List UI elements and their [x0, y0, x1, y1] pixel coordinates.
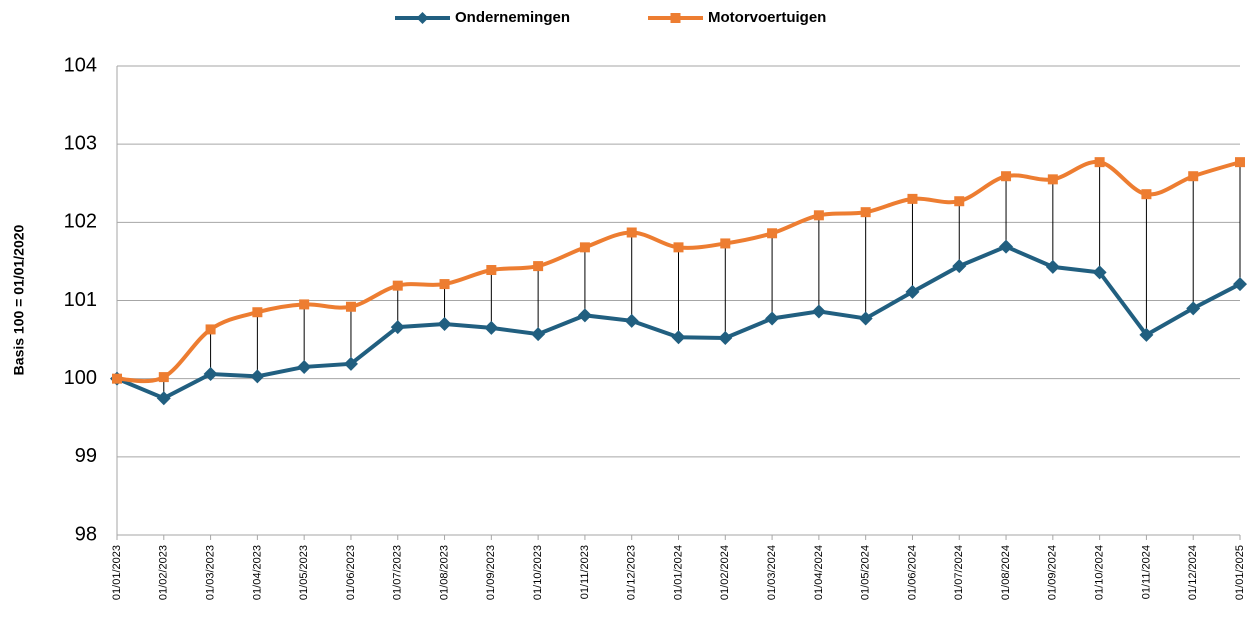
marker	[1186, 301, 1201, 316]
x-tick-label: 01/12/2023	[626, 545, 638, 600]
y-axis-label: Basis 100 = 01/01/2020	[11, 224, 27, 375]
marker	[858, 311, 873, 326]
x-tick-label: 01/10/2024	[1094, 545, 1106, 600]
marker	[484, 320, 499, 335]
x-tick-label: 01/01/2024	[672, 545, 684, 600]
marker	[767, 228, 778, 239]
marker	[907, 193, 918, 204]
marker	[486, 265, 497, 276]
marker	[671, 330, 686, 345]
marker	[250, 369, 265, 384]
marker	[1139, 327, 1154, 342]
marker	[345, 301, 356, 312]
x-tick-label: 01/07/2024	[953, 545, 965, 600]
x-tick-label: 01/12/2024	[1187, 545, 1199, 600]
y-tick-label: 103	[64, 132, 97, 154]
marker	[999, 239, 1014, 254]
marker	[1188, 171, 1199, 182]
marker	[673, 242, 684, 253]
y-tick-label: 104	[64, 54, 97, 76]
x-tick-label: 01/08/2024	[1000, 545, 1012, 600]
x-tick-label: 01/07/2023	[392, 545, 404, 600]
marker	[390, 320, 405, 335]
x-tick-label: 01/05/2024	[860, 545, 872, 600]
marker	[720, 238, 731, 249]
marker	[392, 280, 403, 291]
x-tick-label: 01/02/2024	[719, 545, 731, 600]
legend-label: Ondernemingen	[455, 9, 570, 26]
marker	[718, 331, 733, 346]
y-tick-label: 101	[64, 289, 97, 311]
marker	[952, 259, 967, 274]
marker	[626, 227, 637, 238]
marker	[1047, 174, 1058, 185]
marker	[343, 356, 358, 371]
marker	[1092, 265, 1107, 280]
legend-marker	[670, 13, 681, 23]
x-tick-label: 01/10/2023	[532, 545, 544, 600]
x-tick-label: 01/04/2023	[251, 545, 263, 600]
y-tick-label: 99	[75, 445, 97, 467]
marker	[205, 324, 216, 335]
x-tick-label: 01/06/2023	[345, 545, 357, 600]
marker	[112, 373, 122, 384]
marker	[811, 304, 826, 319]
marker	[860, 207, 871, 218]
x-tick-label: 01/09/2024	[1047, 545, 1059, 600]
x-tick-label: 01/04/2024	[813, 545, 825, 600]
legend-label: Motorvoertuigen	[708, 9, 826, 26]
x-tick-label: 01/03/2024	[766, 545, 778, 600]
marker	[158, 372, 169, 383]
y-tick-label: 102	[64, 211, 97, 233]
marker	[437, 316, 452, 331]
y-tick-label: 98	[75, 523, 97, 545]
x-tick-label: 01/01/2023	[111, 545, 123, 600]
x-tick-label: 01/06/2024	[906, 545, 918, 600]
x-tick-label: 01/05/2023	[298, 545, 310, 600]
x-tick-label: 01/11/2024	[1140, 545, 1152, 599]
marker	[203, 366, 218, 381]
marker	[531, 327, 546, 342]
marker	[299, 299, 310, 310]
marker	[1141, 189, 1152, 200]
marker	[579, 242, 590, 253]
y-tick-label: 100	[64, 367, 97, 389]
marker	[577, 308, 592, 323]
marker	[1045, 259, 1060, 274]
marker	[1094, 157, 1105, 168]
marker	[1233, 277, 1247, 292]
marker	[533, 261, 544, 272]
x-tick-label: 01/03/2023	[204, 545, 216, 600]
marker	[1001, 171, 1012, 182]
marker	[156, 391, 171, 406]
marker	[1235, 157, 1245, 168]
marker	[624, 313, 639, 328]
marker	[765, 311, 780, 326]
x-tick-label: 01/01/2025	[1234, 545, 1246, 600]
marker	[813, 210, 824, 221]
marker	[439, 279, 450, 290]
x-tick-label: 01/08/2023	[438, 545, 450, 600]
marker	[252, 307, 263, 318]
x-tick-label: 01/11/2023	[579, 545, 591, 599]
marker	[954, 196, 965, 207]
marker	[297, 359, 312, 374]
marker	[905, 284, 920, 299]
x-tick-label: 01/09/2023	[485, 545, 497, 600]
x-tick-label: 01/02/2023	[158, 545, 170, 600]
legend-marker	[416, 12, 429, 24]
